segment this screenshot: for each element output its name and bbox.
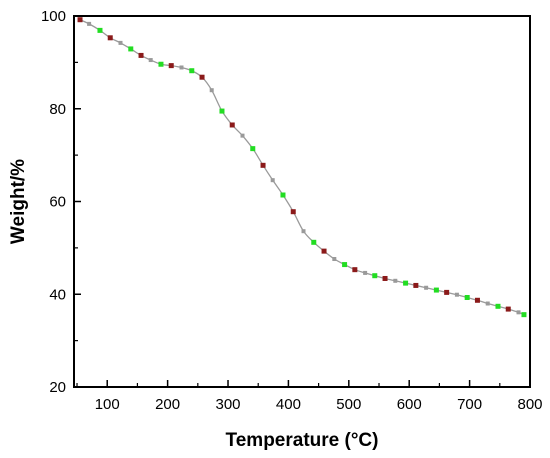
data-point: [382, 275, 388, 281]
data-point: [474, 297, 480, 303]
plot-border: [73, 15, 531, 388]
data-point: [280, 192, 286, 198]
series-line: [79, 19, 525, 316]
data-point: [311, 239, 317, 245]
data-point: [107, 35, 113, 41]
data-point: [352, 267, 358, 273]
y-tick-label-20: 20: [49, 379, 66, 396]
data-point: [372, 273, 378, 279]
data-point: [342, 262, 348, 268]
y-tick-label-40: 40: [49, 286, 66, 303]
x-tick-label-800: 800: [517, 396, 542, 413]
y-tick-label-60: 60: [49, 194, 66, 211]
data-point: [189, 68, 195, 74]
data-point: [97, 27, 103, 33]
data-point: [138, 52, 144, 58]
y-tick-label-80: 80: [49, 101, 66, 118]
y-axis-title: Weight/%: [8, 159, 29, 244]
data-point: [290, 209, 296, 215]
data-point: [505, 306, 511, 312]
axis-ticks: [74, 15, 531, 388]
data-point: [270, 178, 275, 183]
data-point: [521, 312, 527, 318]
data-point: [454, 292, 459, 297]
x-tick-label-300: 300: [215, 396, 240, 413]
data-point: [413, 282, 419, 288]
y-tick-label-100: 100: [41, 8, 66, 25]
data-point: [148, 58, 153, 63]
data-point: [332, 257, 337, 262]
data-point: [179, 65, 184, 70]
data-point: [168, 63, 174, 69]
data-point: [250, 146, 256, 152]
data-point: [301, 229, 306, 234]
data-point: [77, 17, 83, 23]
series-1: [77, 17, 527, 318]
data-point: [229, 122, 235, 128]
data-point: [444, 289, 450, 295]
x-tick-label-600: 600: [397, 396, 422, 413]
data-point: [118, 40, 123, 45]
data-point: [128, 46, 134, 52]
data-point: [240, 133, 245, 138]
x-tick-label-700: 700: [457, 396, 482, 413]
data-point: [199, 74, 205, 80]
x-tick-label-100: 100: [95, 396, 120, 413]
x-tick-label-400: 400: [276, 396, 301, 413]
data-point: [393, 278, 398, 283]
data-point: [87, 21, 92, 26]
data-point: [495, 303, 501, 309]
data-point: [403, 280, 409, 286]
x-axis-title: Temperature (°C): [226, 430, 379, 451]
plot-frame: [73, 15, 531, 388]
data-point: [363, 270, 368, 275]
data-point: [433, 287, 439, 293]
x-tick-label-500: 500: [336, 396, 361, 413]
tick-labels: 100 200 300 400 500 600 700 800 20 40 60 80 100: [41, 8, 543, 413]
data-point: [516, 310, 521, 315]
x-tick-label-200: 200: [155, 396, 180, 413]
data-point: [209, 88, 214, 93]
data-point: [260, 162, 266, 168]
data-point: [321, 248, 327, 254]
data-point: [464, 294, 470, 300]
data-point: [485, 301, 490, 306]
data-point: [158, 61, 164, 67]
data-point: [219, 108, 225, 114]
data-point: [424, 285, 429, 290]
